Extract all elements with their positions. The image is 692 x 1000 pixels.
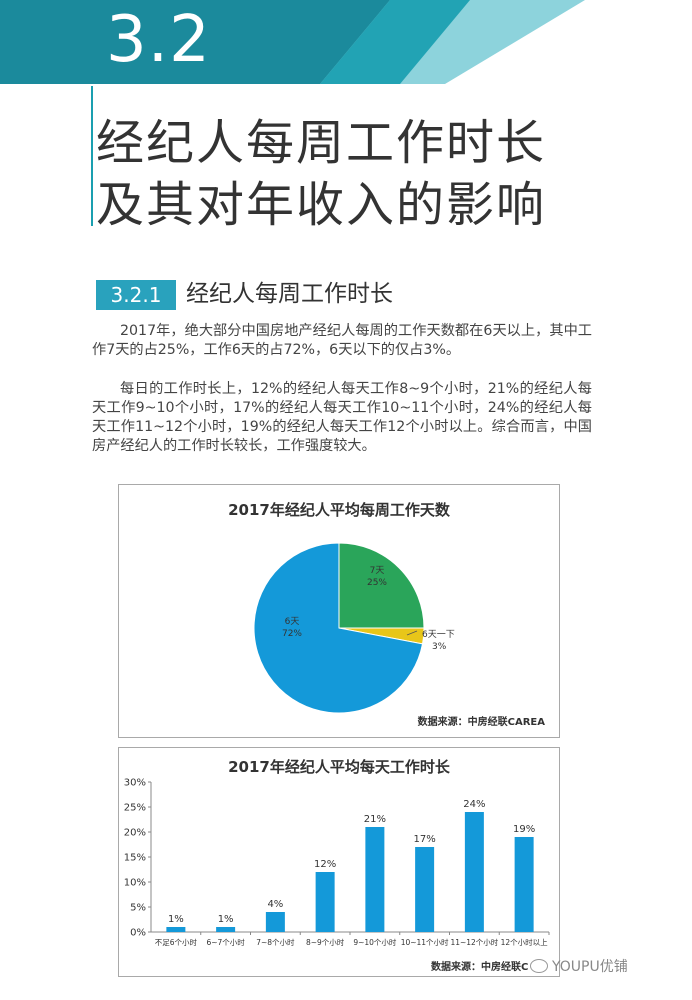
y-tick-label: 10% bbox=[124, 878, 146, 889]
bar-chart: 0% 5% 10% 15% 20% 25% 30% 1% 不足6个小时 1% 6~7个小时 4% 7~8… bbox=[124, 778, 550, 947]
header-band bbox=[0, 0, 585, 84]
x-tick-label: 7~8个小时 bbox=[256, 937, 295, 947]
subsection-title: 经纪人每周工作时长 bbox=[186, 281, 393, 307]
header-band-dark bbox=[0, 0, 390, 84]
bar bbox=[514, 837, 534, 932]
header-band-teal bbox=[320, 0, 470, 84]
bar bbox=[216, 927, 236, 932]
y-tick-label: 15% bbox=[124, 853, 146, 864]
title-line-1: 经纪人每周工作时长 bbox=[96, 115, 547, 171]
pie-chart-box: 2017年经纪人平均每周工作天数 7天 25% 6天一下 3% 6天 72% 数据来源：中… bbox=[118, 484, 560, 738]
x-tick-label: 8~9个小时 bbox=[306, 937, 345, 947]
bar-value-label: 12% bbox=[314, 859, 336, 870]
bar bbox=[166, 927, 186, 932]
pie-chart-title: 2017年经纪人平均每周工作天数 bbox=[228, 501, 450, 519]
pie-chart: 7天 25% 6天一下 3% 6天 72% bbox=[253, 542, 455, 714]
page-title: 经纪人每周工作时长 及其对年收入的影响 bbox=[96, 112, 656, 236]
bar-chart-title: 2017年经纪人平均每天工作时长 bbox=[228, 758, 450, 776]
section-number: 3.2 bbox=[106, 3, 211, 77]
pie-slice bbox=[253, 542, 424, 714]
x-tick-label: 10~11个小时 bbox=[401, 937, 449, 947]
title-line-2: 及其对年收入的影响 bbox=[96, 177, 547, 233]
pie-slice bbox=[338, 542, 425, 629]
bar-chart-box: 2017年经纪人平均每天工作时长 0% 5% 10% 15% 20% 25% 30% 1% 不足… bbox=[118, 747, 560, 977]
bar-value-label: 21% bbox=[364, 814, 386, 825]
bar-value-label: 19% bbox=[513, 824, 535, 835]
bar bbox=[415, 847, 435, 932]
pie-slice-value-label: 3% bbox=[432, 642, 447, 652]
pie-slice-name-label: 6天 bbox=[285, 617, 300, 627]
watermark: YOUPU优铺 bbox=[530, 956, 628, 976]
y-tick-label: 25% bbox=[124, 803, 146, 814]
paragraph-1: 2017年，绝大部分中国房地产经纪人每周的工作天数都在6天以上，其中工作7天的占… bbox=[92, 323, 592, 358]
bar-value-label: 1% bbox=[218, 914, 234, 925]
title-divider bbox=[91, 86, 93, 226]
x-tick-label: 11~12个小时 bbox=[450, 937, 498, 947]
pie-slice-name-label: 6天一下 bbox=[422, 630, 455, 640]
y-tick-label: 30% bbox=[124, 778, 146, 789]
bar-value-label: 24% bbox=[463, 799, 485, 810]
x-tick-label: 9~10个小时 bbox=[353, 937, 397, 947]
bar-value-label: 4% bbox=[267, 899, 283, 910]
bar bbox=[464, 812, 484, 932]
bar-value-label: 1% bbox=[168, 914, 184, 925]
paragraph-2: 每日的工作时长上，12%的经纪人每天工作8~9个小时，21%的经纪人每天工作9~… bbox=[92, 381, 592, 454]
x-tick-label: 不足6个小时 bbox=[155, 937, 198, 947]
bar bbox=[365, 827, 385, 932]
pie-chart-source: 数据来源：中房经联CAREA bbox=[417, 717, 545, 728]
bar-value-label: 17% bbox=[414, 834, 436, 845]
wechat-icon bbox=[530, 959, 548, 973]
y-tick-label: 20% bbox=[124, 828, 146, 839]
y-tick-label: 0% bbox=[130, 928, 146, 939]
watermark-text: YOUPU优铺 bbox=[552, 959, 628, 975]
pie-slice-name-label: 7天 bbox=[370, 566, 385, 576]
bar-chart-source: 数据来源：中房经联C bbox=[431, 962, 529, 973]
x-tick-label: 12个小时以上 bbox=[501, 937, 549, 947]
bar bbox=[265, 912, 285, 932]
x-tick-label: 6~7个小时 bbox=[206, 937, 245, 947]
pie-slice-value-label: 72% bbox=[282, 629, 302, 639]
y-tick-label: 5% bbox=[130, 903, 146, 914]
pie-slice-value-label: 25% bbox=[367, 578, 387, 588]
subsection-number: 3.2.1 bbox=[96, 280, 176, 310]
pie-leader-line bbox=[406, 630, 418, 636]
bar bbox=[315, 872, 335, 932]
